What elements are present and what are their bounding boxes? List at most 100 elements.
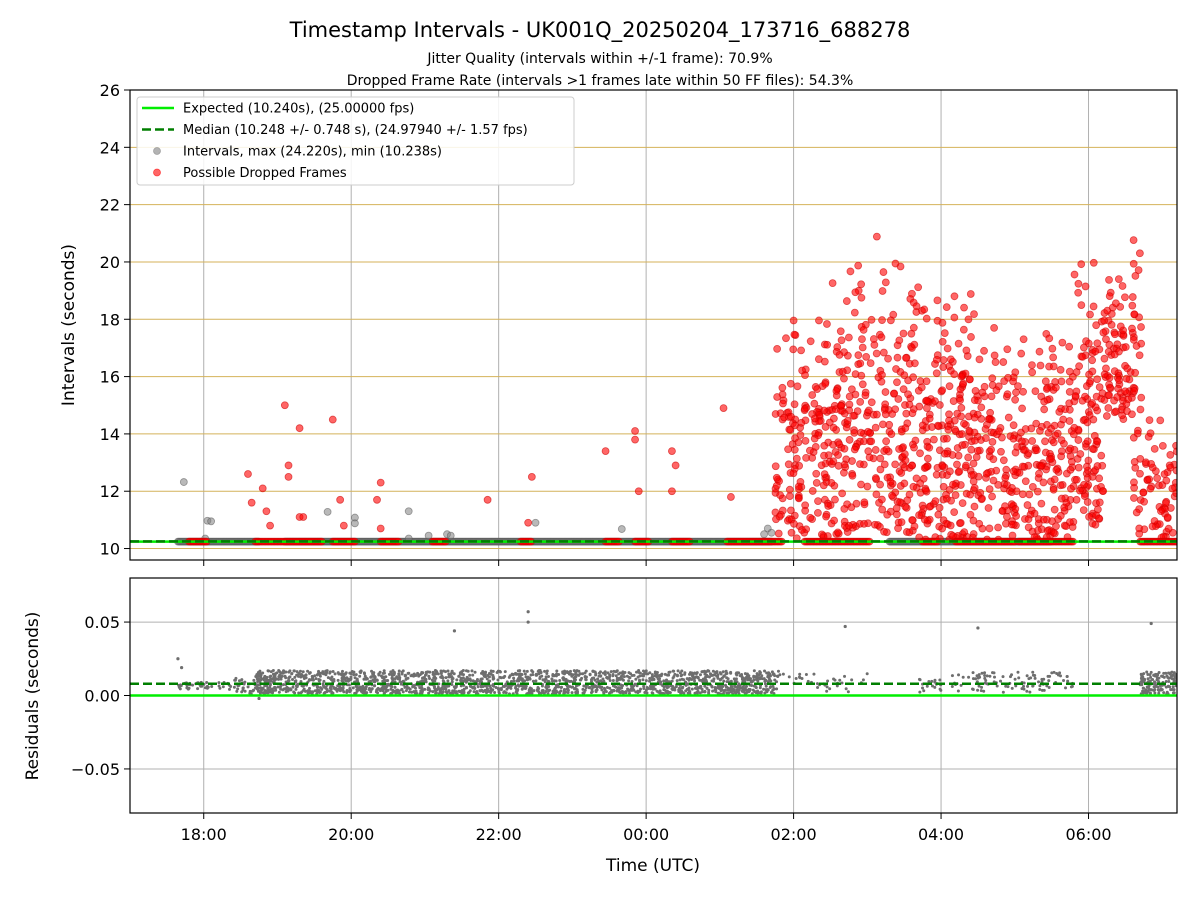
residual-point — [503, 684, 507, 688]
y-tick-label: −0.05 — [71, 760, 120, 779]
dropped-frame-point — [989, 476, 998, 485]
residual-point — [1165, 674, 1169, 678]
residual-point — [733, 690, 737, 694]
residual-point — [261, 686, 265, 690]
residual-point — [865, 672, 869, 676]
dropped-frame-point — [965, 375, 974, 384]
dropped-frame-point — [772, 473, 781, 482]
residual-point — [386, 678, 390, 682]
residual-point — [726, 677, 730, 681]
residual-point — [658, 682, 662, 686]
residual-point — [763, 682, 767, 686]
dropped-frame-point — [896, 498, 904, 507]
residual-point — [255, 687, 259, 691]
residual-point — [437, 682, 441, 686]
residual-point — [583, 675, 587, 679]
dropped-frame-point — [981, 434, 990, 443]
dropped-frame-point — [1004, 413, 1013, 422]
residual-point — [642, 684, 646, 688]
dropped-frame-point — [821, 379, 830, 388]
dropped-frame-point — [845, 406, 854, 415]
dropped-frame-point — [1012, 487, 1021, 496]
residual-point — [959, 683, 963, 687]
dropped-frame-point — [1104, 404, 1113, 412]
residual-point — [503, 674, 507, 678]
dropped-frame-point — [1001, 502, 1009, 511]
residual-point — [832, 677, 836, 681]
y-tick-label: 14 — [100, 425, 120, 444]
dropped-frame-point — [958, 430, 966, 438]
residual-point — [1140, 674, 1144, 678]
residual-point — [933, 685, 937, 689]
residual-point — [524, 675, 528, 679]
dropped-frame-point — [978, 494, 986, 503]
residual-point — [1152, 688, 1156, 692]
dropped-frame-point — [862, 352, 871, 361]
dropped-frame-point — [994, 523, 1002, 532]
dropped-frame-point — [779, 399, 787, 408]
residual-point — [410, 690, 414, 694]
residual-point — [677, 688, 681, 692]
dropped-frame-point — [830, 516, 839, 525]
residual-point — [570, 674, 574, 678]
dropped-frame-point — [1156, 416, 1165, 425]
residual-point — [246, 685, 250, 689]
residual-point — [450, 680, 454, 684]
residual-point — [971, 671, 975, 675]
residual-point — [758, 671, 762, 675]
dropped-frame-point — [1048, 517, 1056, 526]
residual-point — [302, 674, 306, 678]
dropped-frame-point — [960, 303, 968, 312]
dropped-frame-point — [820, 406, 829, 415]
dropped-frame-point — [1043, 526, 1052, 535]
residual-point — [582, 684, 586, 688]
plot-area — [130, 578, 1177, 813]
dropped-frame-point — [899, 385, 908, 394]
residual-point — [489, 669, 493, 673]
dropped-frame-point — [1050, 475, 1059, 484]
dropped-frame-point — [1003, 512, 1011, 521]
dropped-frame-point — [244, 470, 252, 478]
residual-point — [521, 679, 525, 683]
dropped-frame-point — [836, 327, 845, 336]
dropped-frame-point — [1083, 473, 1092, 482]
dropped-frame-point — [1105, 391, 1114, 400]
residual-point — [974, 677, 978, 681]
residual-point — [1022, 687, 1026, 691]
residual-point — [658, 691, 662, 695]
dropped-frame-point — [811, 443, 820, 451]
dropped-frame-point — [1077, 260, 1086, 269]
residual-point — [442, 669, 446, 673]
residual-point — [315, 673, 319, 677]
residual-point — [481, 669, 485, 673]
dropped-frame-point — [798, 526, 806, 534]
residual-point — [389, 684, 393, 688]
dropped-frame-point — [988, 492, 996, 501]
intervals-y-axis-label: Intervals (seconds) — [59, 244, 79, 406]
dropped-frame-point — [910, 340, 919, 349]
dropped-frame-point — [1060, 503, 1069, 512]
residual-point — [546, 685, 550, 689]
residual-point — [237, 679, 241, 683]
dropped-frame-point — [266, 521, 274, 530]
residual-point — [268, 685, 272, 689]
residual-point — [401, 679, 405, 683]
dropped-frame-point — [987, 445, 995, 454]
dropped-frame-point — [991, 358, 1000, 367]
residual-point — [1069, 685, 1073, 689]
dropped-frame-point — [1086, 377, 1095, 386]
residual-point — [308, 686, 312, 690]
residual-point — [1172, 691, 1176, 695]
dropped-frame-point — [883, 510, 892, 519]
residual-point — [710, 685, 714, 689]
residual-point — [575, 688, 579, 692]
residual-point — [232, 685, 236, 689]
dropped-frame-point — [863, 482, 872, 491]
residual-point — [277, 677, 281, 681]
residual-point — [412, 684, 416, 688]
x-tick-label: 20:00 — [328, 825, 374, 844]
residual-point — [482, 673, 486, 677]
residual-point — [1050, 671, 1054, 675]
dropped-frame-point — [857, 428, 865, 437]
dropped-frame-point — [1018, 404, 1026, 413]
